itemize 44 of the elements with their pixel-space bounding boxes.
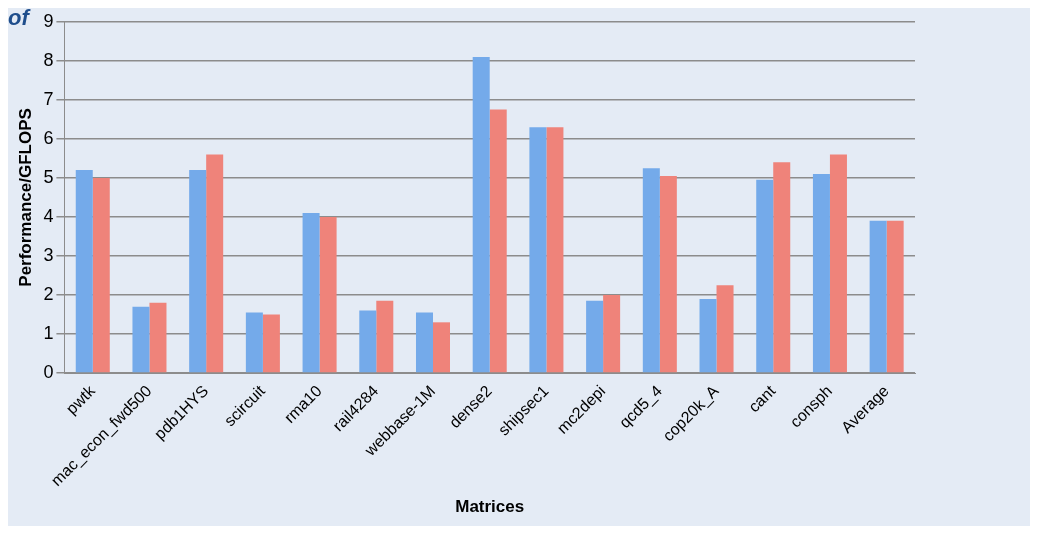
y-tick-label: 3 (43, 244, 54, 265)
bar (886, 220, 904, 373)
y-tick-label: 9 (43, 10, 54, 31)
bar (245, 312, 263, 373)
y-tick-label: 4 (43, 205, 54, 226)
y-tick-label: 0 (43, 362, 54, 383)
bar (659, 175, 677, 373)
bar (415, 312, 433, 373)
bar (716, 285, 734, 373)
bar (829, 154, 847, 373)
bar (472, 56, 490, 373)
bar (603, 295, 621, 373)
bar (376, 300, 394, 373)
x-axis-title: Matrices (455, 497, 525, 517)
bar (642, 168, 660, 373)
bar (92, 177, 110, 373)
bar (489, 109, 507, 373)
bar (529, 127, 547, 373)
bar (302, 213, 320, 373)
bar (433, 322, 451, 373)
bar (546, 127, 564, 373)
bar (869, 220, 887, 373)
bar (132, 306, 150, 373)
bar (773, 162, 791, 373)
bar (756, 179, 774, 373)
y-tick-label: 5 (43, 166, 54, 187)
bar (206, 154, 224, 373)
y-axis-title: Performance/GFLOPS (15, 108, 35, 287)
text: of (8, 5, 32, 31)
bar (812, 174, 830, 373)
y-tick-label: 7 (43, 88, 54, 109)
bar (699, 298, 717, 373)
y-tick-label: 1 (43, 322, 54, 343)
bar (189, 170, 207, 373)
y-tick-label: 8 (43, 49, 54, 70)
y-tick-label: 2 (43, 283, 54, 304)
bar (262, 314, 280, 373)
bar (75, 170, 93, 373)
bar (149, 302, 167, 373)
y-tick-label: 6 (43, 127, 54, 148)
bar (319, 216, 337, 373)
bar (586, 300, 604, 373)
bar (359, 310, 377, 373)
x-tick-label: cant (745, 381, 779, 416)
